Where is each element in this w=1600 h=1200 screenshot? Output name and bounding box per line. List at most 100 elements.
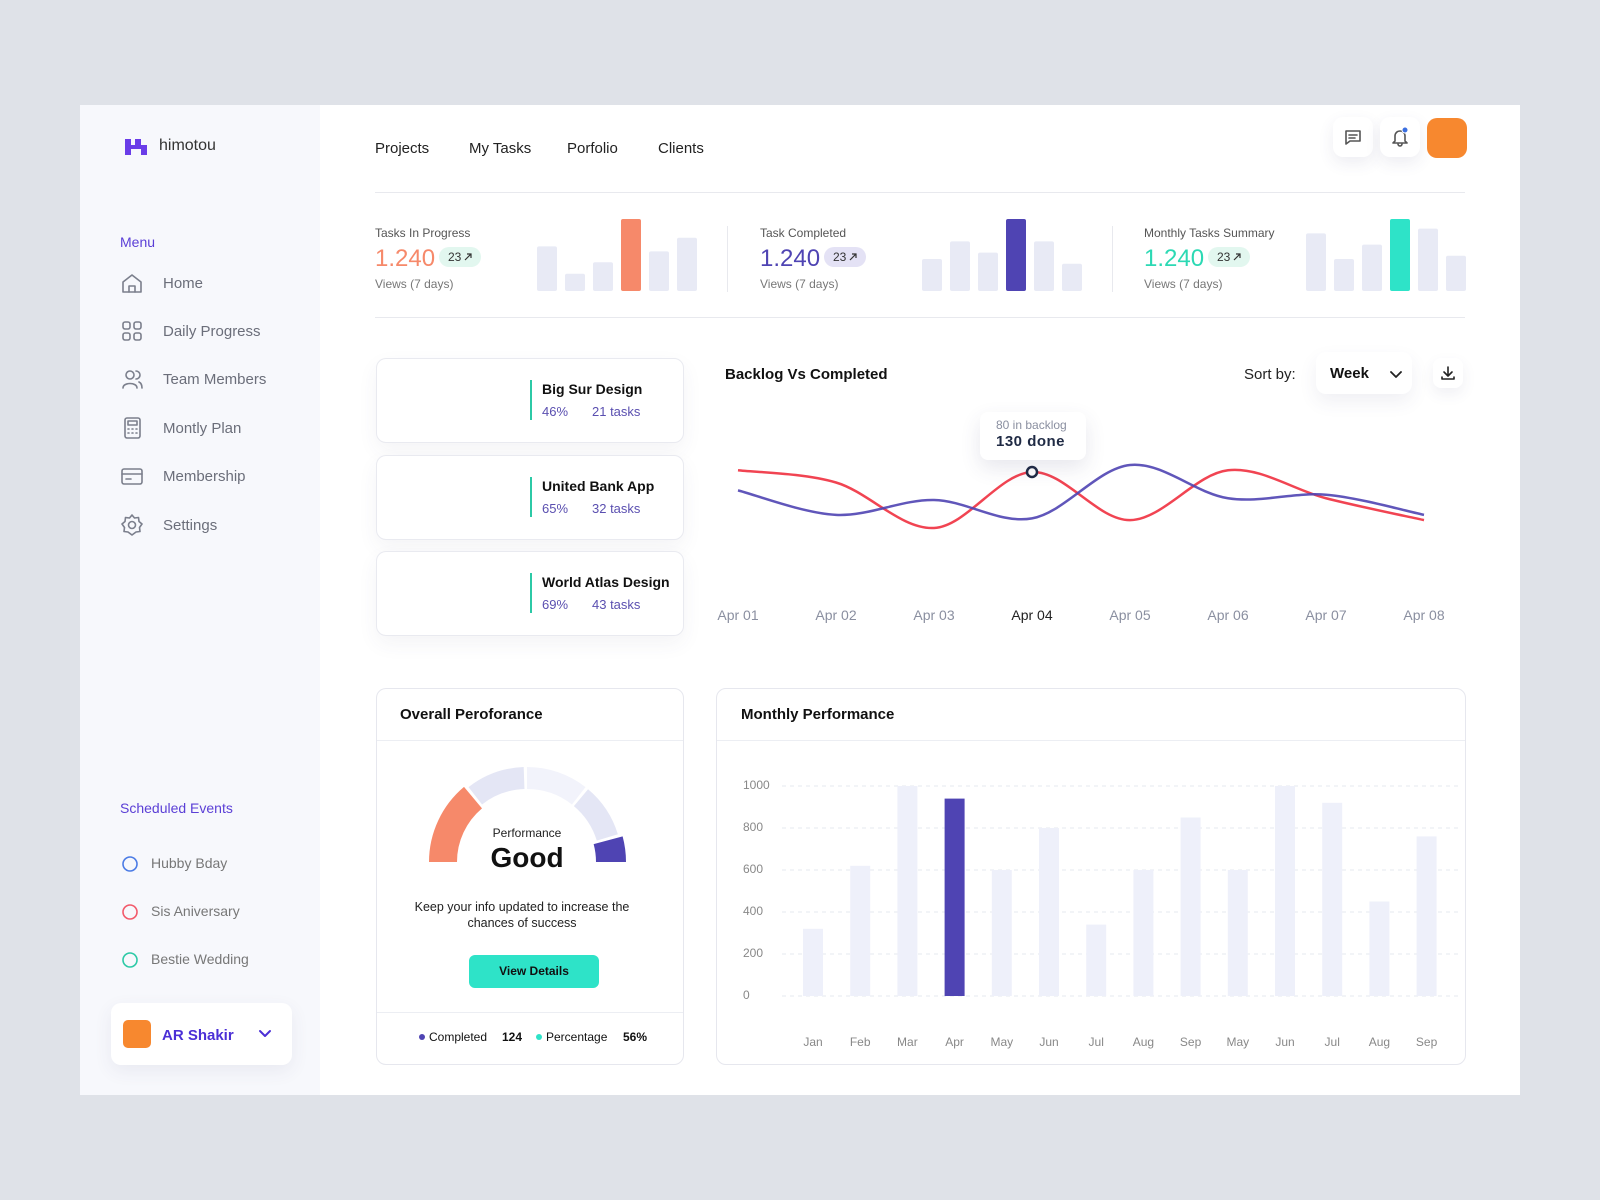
event-dot-part	[122, 904, 138, 920]
stat-value: 1.240	[1144, 245, 1205, 272]
menu-icon	[122, 370, 143, 389]
chart-title: Monthly Performance	[741, 706, 895, 723]
divider	[375, 192, 1465, 193]
view-details-button[interactable]	[469, 955, 599, 988]
divider	[375, 317, 1465, 318]
user-chevron-part	[259, 1030, 271, 1037]
user-avatar	[123, 1020, 151, 1048]
button-label[interactable]: View Details	[499, 964, 569, 978]
menu-item[interactable]: Settings	[163, 517, 218, 534]
menu-icon-part	[127, 520, 137, 530]
x-tick-label: May	[1226, 1035, 1250, 1049]
menu-icon-part	[125, 370, 135, 380]
stat-title: Monthly Tasks Summary	[1144, 226, 1275, 240]
x-tick-label: Jul	[1324, 1035, 1340, 1049]
stat-note: Views (7 days)	[760, 277, 839, 291]
sort-select[interactable]	[1316, 352, 1412, 394]
x-tick-label: Feb	[849, 1035, 871, 1049]
x-tick-label: Apr 03	[913, 607, 955, 623]
notifications-button[interactable]	[1380, 117, 1420, 157]
stat-note: Views (7 days)	[375, 277, 454, 291]
menu-icon-part	[122, 274, 142, 293]
x-tick-label: Mar	[897, 1035, 918, 1049]
y-tick-label: 1000	[743, 778, 770, 792]
x-tick-label: Apr 05	[1109, 607, 1151, 623]
messages-icon-part	[1345, 130, 1361, 145]
project-name: World Atlas Design	[542, 574, 670, 590]
x-tick-label: Jul	[1088, 1035, 1104, 1049]
project-accent	[530, 380, 532, 420]
stat-divider	[727, 226, 728, 292]
menu-icon-part	[127, 420, 138, 426]
event-label[interactable]: Bestie Wedding	[151, 951, 249, 967]
performance-message: Keep your info updated to increase the c…	[414, 900, 630, 930]
legend-value: 56%	[623, 1030, 648, 1044]
event-label[interactable]: Sis Aniversary	[151, 903, 240, 919]
menu-icon	[124, 417, 141, 439]
project-accent	[530, 476, 532, 517]
y-tick-label: 400	[743, 904, 764, 918]
menu-item[interactable]: Montly Plan	[163, 420, 242, 437]
menu-icon	[121, 514, 143, 536]
project-percent: 46%	[542, 404, 569, 419]
menu-item[interactable]: Team Members	[163, 371, 267, 388]
project-percent: 65%	[542, 500, 569, 516]
nav-link[interactable]: My Tasks	[469, 140, 532, 157]
nav-link[interactable]: Porfolio	[567, 140, 618, 157]
menu-item[interactable]: Home	[163, 275, 204, 292]
logo-icon-part	[125, 139, 147, 155]
menu-icon-part	[124, 417, 141, 439]
messages-icon-part	[1348, 134, 1358, 139]
legend-label: Completed	[429, 1030, 488, 1044]
chart-title: Backlog Vs Completed	[725, 366, 888, 383]
menu-title: Menu	[120, 234, 156, 250]
stat-badge-arrow	[849, 253, 857, 261]
y-tick-label: 800	[743, 820, 764, 834]
project-name: United Bank App	[542, 477, 655, 494]
menu-icon-part	[121, 473, 143, 480]
tooltip-line: 130 done	[996, 433, 1066, 450]
project-tasks: 21 tasks	[592, 404, 641, 419]
menu-icon-part	[122, 382, 138, 389]
nav-link[interactable]: Clients	[658, 140, 704, 157]
monthly-panel	[716, 688, 1466, 1065]
messages-button[interactable]	[1333, 117, 1373, 157]
bell-icon	[1392, 126, 1409, 147]
events-title: Scheduled Events	[120, 800, 233, 816]
download-icon	[1441, 366, 1455, 380]
menu-item[interactable]: Daily Progress	[163, 323, 261, 340]
menu-icon	[122, 321, 142, 341]
event-label[interactable]: Hubby Bday	[151, 855, 228, 871]
menu-item[interactable]: Membership	[163, 468, 246, 485]
stat-title: Tasks In Progress	[375, 226, 471, 240]
user-chevron[interactable]	[259, 1030, 271, 1038]
menu-icon	[122, 274, 142, 293]
sort-label: Sort by:	[1244, 366, 1296, 383]
profile-avatar[interactable]	[1427, 118, 1467, 158]
bell-icon-part	[1401, 126, 1409, 134]
panel-divider	[717, 740, 1465, 741]
x-tick-label: Apr 08	[1403, 607, 1445, 623]
x-tick-label: Jan	[803, 1035, 823, 1049]
project-percent: 69%	[542, 597, 569, 612]
x-tick-label: Sep	[1415, 1035, 1438, 1049]
sort-chevron-part	[1390, 371, 1402, 378]
x-tick-label: Apr 06	[1207, 607, 1249, 623]
arrow	[849, 253, 857, 261]
nav-link[interactable]: Projects	[375, 140, 430, 157]
menu-icon-part	[133, 321, 142, 330]
x-tick-label: May	[990, 1035, 1014, 1049]
x-tick-label: Aug	[1368, 1035, 1391, 1049]
stat-value: 1.240	[760, 245, 821, 272]
menu-icon-part	[122, 332, 131, 341]
x-tick-label: Apr 02	[815, 607, 857, 623]
x-tick-label: Apr 07	[1305, 607, 1347, 623]
stat-badge: 23	[1208, 247, 1251, 267]
download-icon-part	[1441, 366, 1455, 380]
x-tick-label: Apr	[945, 1035, 964, 1049]
stat-title: Task Completed	[760, 226, 847, 240]
event-dot-part	[122, 952, 138, 968]
arrow	[464, 253, 472, 261]
menu-icon-part	[135, 370, 143, 389]
arrow	[1233, 253, 1241, 261]
